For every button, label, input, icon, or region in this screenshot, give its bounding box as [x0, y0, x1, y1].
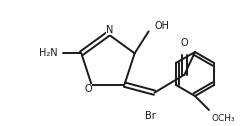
Text: O: O	[181, 38, 188, 48]
Text: N: N	[106, 25, 114, 35]
Text: H₂N: H₂N	[39, 48, 57, 58]
Text: OH: OH	[155, 21, 170, 31]
Text: O: O	[85, 84, 92, 94]
Text: OCH₃: OCH₃	[212, 114, 236, 123]
Text: Br: Br	[145, 111, 156, 121]
